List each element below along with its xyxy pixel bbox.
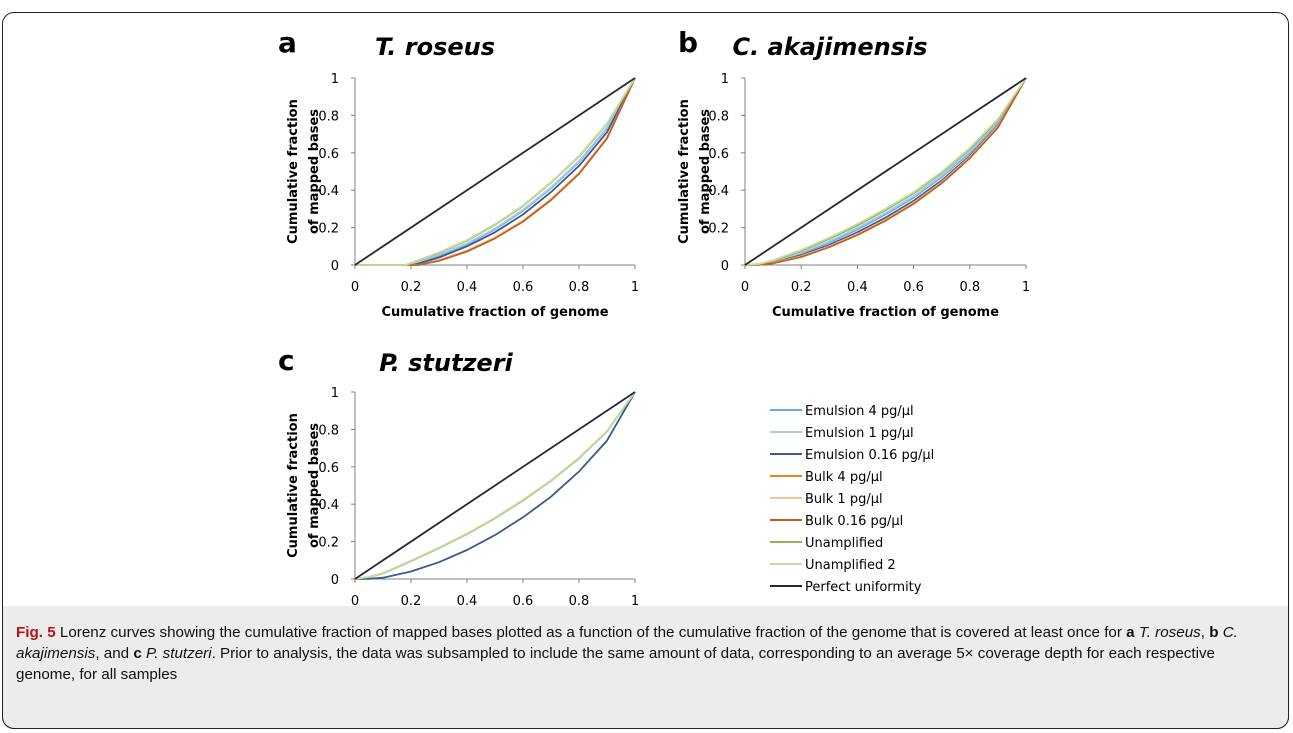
y-axis-label: of mapped bases xyxy=(307,423,322,548)
x-tick-label: 1 xyxy=(631,594,639,606)
chart-title: C. akajimensis xyxy=(732,33,927,61)
y-tick-label: 0.2 xyxy=(318,222,339,237)
caption-text-continued: . Prior to analysis, the data was subsam… xyxy=(16,645,1215,683)
legend-label: Perfect uniformity xyxy=(805,580,922,595)
legend-label: Bulk 0.16 pg/µl xyxy=(805,514,903,529)
chart-title: T. roseus xyxy=(375,33,495,61)
x-tick-label: 0.4 xyxy=(847,280,868,295)
x-tick-label: 0.6 xyxy=(513,594,534,606)
y-tick-label: 0.6 xyxy=(708,147,729,162)
y-tick-label: 1 xyxy=(721,72,729,87)
y-axis-label: Cumulative fraction xyxy=(286,413,301,558)
series-line-unamplified-2 xyxy=(354,391,636,580)
y-tick-label: 1 xyxy=(331,386,339,401)
y-tick-label: 1 xyxy=(331,72,339,87)
caption-separator: , xyxy=(1200,624,1210,641)
series-line-perfect-uniformity xyxy=(354,77,636,266)
y-axis-label: of mapped bases xyxy=(307,109,322,234)
caption-background xyxy=(2,606,1289,729)
y-tick-label: 0.8 xyxy=(318,109,339,124)
legend-label: Bulk 4 pg/µl xyxy=(805,470,883,485)
caption-species-b: C. akajimensis xyxy=(16,624,1238,662)
legend-label: Unamplified 2 xyxy=(805,558,896,573)
x-tick-label: 0.2 xyxy=(401,594,422,606)
caption-panel-c-letter: c xyxy=(133,645,142,662)
y-axis-label: of mapped bases xyxy=(698,109,713,234)
y-tick-label: 0.8 xyxy=(318,423,339,438)
caption-species-c: P. stutzeri xyxy=(146,645,212,662)
x-tick-label: 0.4 xyxy=(457,280,478,295)
panel-letter: a xyxy=(278,26,297,59)
x-tick-label: 0.2 xyxy=(791,280,812,295)
x-tick-label: 0.6 xyxy=(903,280,924,295)
chart-panel-a: a T. roseus 0 0.2 0.4 0.6 0.8 1 0 0.2 0.4 0.6 0.8 1 Cu… xyxy=(278,26,639,320)
chart-panel-c: c P. stutzeri 0 0.2 0.4 0.6 0.8 1 0 0.2 0.4 0.6 0.8 1… xyxy=(278,344,639,606)
x-tick-label: 0.8 xyxy=(959,280,980,295)
y-tick-label: 0 xyxy=(331,259,339,274)
x-tick-label: 0.2 xyxy=(401,280,422,295)
legend-label: Emulsion 4 pg/µl xyxy=(805,404,914,419)
x-tick-label: 0.8 xyxy=(569,594,590,606)
figure-canvas: a T. roseus 0 0.2 0.4 0.6 0.8 1 0 0.2 0.4 0.6 0.8 1 Cu… xyxy=(278,26,1030,606)
y-tick-label: 0.2 xyxy=(318,536,339,551)
caption-panel-b-letter: b xyxy=(1209,624,1219,641)
series-line-unamplified-2 xyxy=(744,77,1027,266)
chart-title: P. stutzeri xyxy=(379,349,513,377)
caption-panel-a-letter: a xyxy=(1126,624,1135,641)
legend-label: Emulsion 0.16 pg/µl xyxy=(805,448,934,463)
y-tick-label: 0.4 xyxy=(708,184,729,199)
x-tick-label: 0 xyxy=(351,280,359,295)
y-tick-label: 0.6 xyxy=(318,461,339,476)
caption-species-a: T. roseus xyxy=(1138,624,1201,641)
x-tick-label: 1 xyxy=(1022,280,1030,295)
series-line-emulsion-0-16-pg-l xyxy=(354,391,636,580)
panel-letter: b xyxy=(678,26,698,59)
series-line-bulk-0-16-pg-l xyxy=(355,77,636,266)
figure-caption: Fig. 5 Lorenz curves showing the cumulat… xyxy=(16,622,1278,685)
y-tick-label: 0.8 xyxy=(708,109,729,124)
x-tick-label: 0.6 xyxy=(513,280,534,295)
series-line-perfect-uniformity xyxy=(744,77,1027,266)
y-tick-label: 0.4 xyxy=(318,498,339,513)
series-line-perfect-uniformity xyxy=(354,391,636,580)
x-tick-label: 0.8 xyxy=(569,280,590,295)
y-axis-label: Cumulative fraction xyxy=(677,99,692,244)
series-line-bulk-0-16-pg-l xyxy=(744,77,1027,266)
x-tick-label: 0.4 xyxy=(457,594,478,606)
series-line-unamplified-2 xyxy=(355,77,636,266)
x-axis-label: Cumulative fraction of genome xyxy=(772,305,999,320)
legend: Emulsion 4 pg/µl Emulsion 1 pg/µl Emulsion… xyxy=(770,404,934,595)
panel-letter: c xyxy=(278,344,295,377)
y-tick-label: 0 xyxy=(721,259,729,274)
y-tick-label: 0.4 xyxy=(318,184,339,199)
x-tick-label: 1 xyxy=(631,280,639,295)
legend-label: Bulk 1 pg/µl xyxy=(805,492,883,507)
chart-panel-b: b C. akajimensis 0 0.2 0.4 0.6 0.8 1 0 0.2 0.4 0.6 0… xyxy=(677,26,1030,320)
y-tick-label: 0.2 xyxy=(708,222,729,237)
y-axis-label: Cumulative fraction xyxy=(286,99,301,244)
caption-text: Lorenz curves showing the cumulative fra… xyxy=(55,624,1127,641)
y-tick-label: 0.6 xyxy=(318,147,339,162)
y-tick-label: 0 xyxy=(331,573,339,588)
caption-separator: , and xyxy=(95,645,134,662)
x-axis-label: Cumulative fraction of genome xyxy=(381,305,608,320)
legend-label: Unamplified xyxy=(805,536,883,551)
legend-label: Emulsion 1 pg/µl xyxy=(805,426,914,441)
x-tick-label: 0 xyxy=(351,594,359,606)
figure-label: Fig. 5 xyxy=(16,624,56,641)
x-tick-label: 0 xyxy=(741,280,749,295)
